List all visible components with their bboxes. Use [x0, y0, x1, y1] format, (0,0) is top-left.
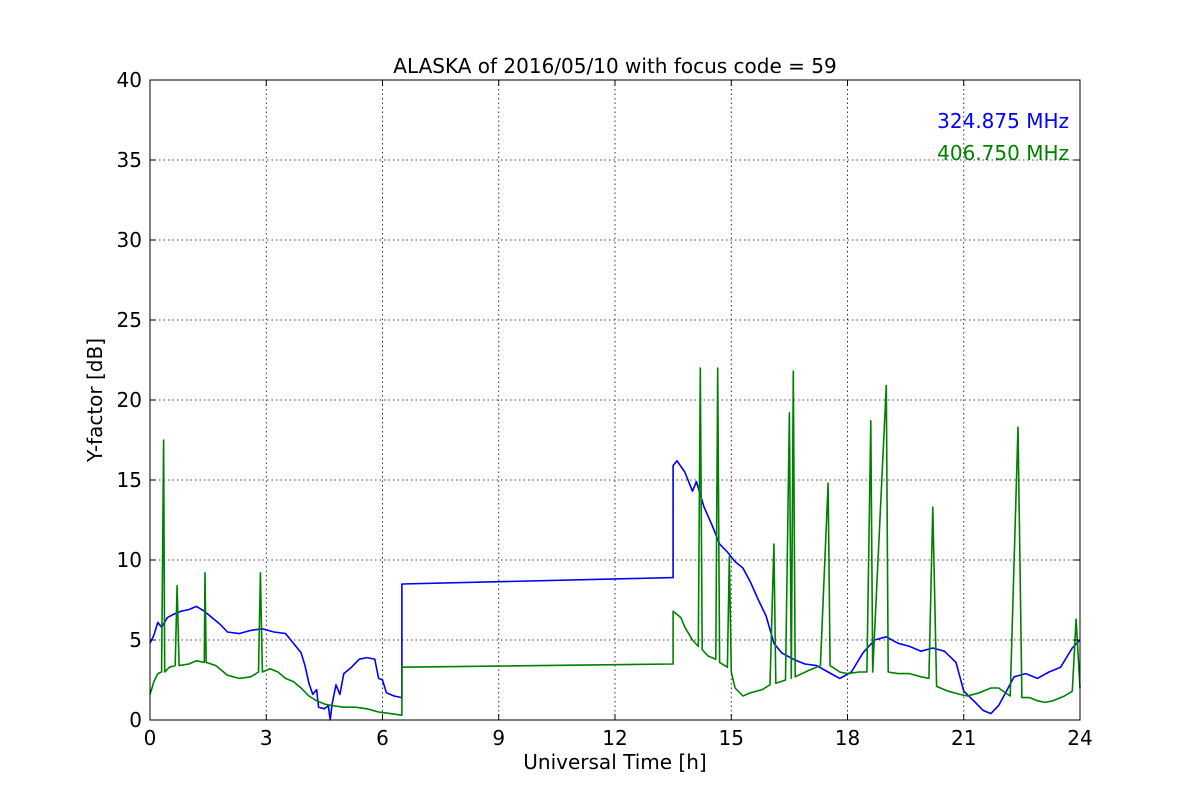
y-tick-label: 5 [129, 628, 142, 652]
series-line-2 [149, 367, 1081, 716]
ticks [149, 79, 1081, 721]
series-layer [149, 367, 1081, 721]
y-tick-label: 35 [117, 148, 142, 172]
x-tick-labels: 0 3 6 9 12 15 18 21 24 [144, 726, 1093, 750]
legend-label-1: 324.875 MHz [937, 109, 1069, 133]
grid [150, 80, 1080, 720]
x-tick-label: 21 [951, 726, 976, 750]
y-tick-label: 20 [117, 388, 142, 412]
x-tick-label: 24 [1067, 726, 1092, 750]
series-line-1 [149, 460, 1081, 721]
y-tick-labels: 0 5 10 15 20 25 30 35 40 [117, 68, 142, 732]
y-tick-label: 10 [117, 548, 142, 572]
x-tick-label: 3 [260, 726, 273, 750]
y-tick-label: 15 [117, 468, 142, 492]
x-tick-label: 12 [602, 726, 627, 750]
x-tick-label: 6 [376, 726, 389, 750]
chart-title: ALASKA of 2016/05/10 with focus code = 5… [393, 54, 836, 78]
y-axis-label: Y-factor [dB] [83, 338, 107, 463]
y-tick-label: 25 [117, 308, 142, 332]
y-tick-label: 40 [117, 68, 142, 92]
x-tick-label: 15 [719, 726, 744, 750]
legend-label-2: 406.750 MHz [937, 141, 1069, 165]
y-tick-label: 30 [117, 228, 142, 252]
y-tick-label: 0 [129, 708, 142, 732]
x-axis-label: Universal Time [h] [523, 750, 706, 774]
legend: 324.875 MHz 406.750 MHz [937, 109, 1069, 165]
x-tick-label: 0 [144, 726, 157, 750]
x-tick-label: 18 [835, 726, 860, 750]
x-tick-label: 9 [492, 726, 505, 750]
